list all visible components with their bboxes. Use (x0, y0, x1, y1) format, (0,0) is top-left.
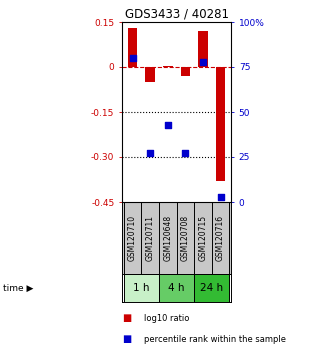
Point (218, 194, 223, 199)
Bar (128, 28, 137, 67)
Text: GSM120711: GSM120711 (146, 215, 155, 261)
Bar (198, 31, 208, 67)
Bar (216, 67, 225, 181)
Point (148, 150, 153, 156)
Bar (145, 67, 155, 82)
Bar (124, 274, 159, 302)
Bar (194, 274, 230, 302)
Point (183, 150, 188, 156)
Text: ■: ■ (122, 313, 131, 324)
Bar (163, 66, 173, 67)
Text: 4 h: 4 h (168, 283, 185, 293)
Text: GSM120710: GSM120710 (128, 215, 137, 261)
Text: ■: ■ (122, 334, 131, 344)
Bar (180, 67, 190, 76)
Point (130, 55, 135, 61)
Text: GSM120716: GSM120716 (216, 215, 225, 261)
Text: GSM120708: GSM120708 (181, 215, 190, 261)
Point (200, 59, 205, 64)
Title: GDS3433 / 40281: GDS3433 / 40281 (125, 8, 229, 21)
Text: time ▶: time ▶ (3, 284, 34, 292)
Text: GSM120715: GSM120715 (198, 215, 207, 261)
Text: percentile rank within the sample: percentile rank within the sample (144, 335, 286, 344)
Bar (159, 274, 194, 302)
Point (165, 122, 170, 127)
Text: log10 ratio: log10 ratio (144, 314, 190, 323)
Text: 24 h: 24 h (200, 283, 223, 293)
Text: GSM120648: GSM120648 (163, 215, 172, 261)
Text: 1 h: 1 h (133, 283, 150, 293)
